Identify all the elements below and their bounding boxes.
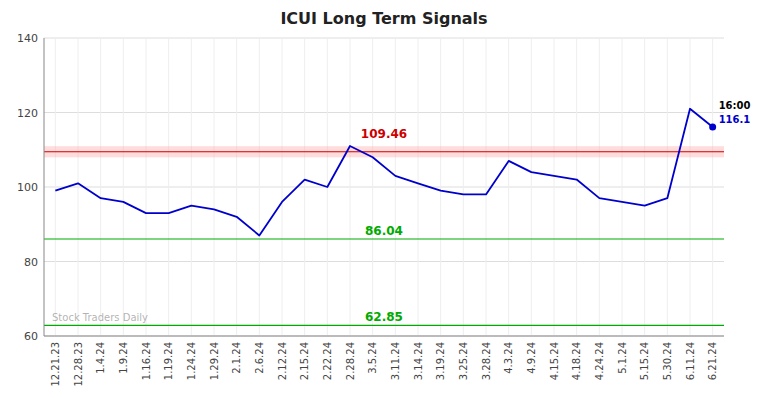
grid-line (667, 38, 668, 336)
last-point (709, 124, 716, 131)
y-tick-label: 80 (24, 256, 38, 269)
grid-line (55, 38, 56, 336)
x-axis (44, 336, 724, 337)
x-tick-label: 6.11.24 (685, 342, 696, 380)
x-tick-label: 5.15.24 (639, 342, 650, 380)
reference-label: 86.04 (365, 224, 403, 238)
x-tick-label: 3.28.24 (481, 342, 492, 380)
grid-line (531, 38, 532, 336)
watermark: Stock Traders Daily (52, 312, 148, 323)
x-tick-label: 4.24.24 (594, 342, 605, 380)
grid-line (712, 38, 713, 336)
grid-line (100, 38, 101, 336)
grid-line (418, 38, 419, 336)
grid-line (599, 38, 600, 336)
x-tick-label: 2.6.24 (254, 342, 265, 374)
x-tick-label: 4.15.24 (549, 342, 560, 380)
y-tick-label: 120 (17, 107, 38, 120)
grid-line (644, 38, 645, 336)
y-axis (44, 38, 45, 336)
x-tick-label: 1.4.24 (95, 342, 106, 374)
price-line (55, 109, 712, 236)
x-tick-label: 6.21.24 (707, 342, 718, 380)
x-tick-label: 5.1.24 (617, 342, 628, 374)
reference-band (44, 146, 724, 157)
grid-line (463, 38, 464, 336)
x-tick-label: 5.30.24 (662, 342, 673, 380)
x-tick-label: 2.15.24 (299, 342, 310, 380)
x-tick-label: 4.3.24 (503, 342, 514, 374)
x-tick-label: 4.9.24 (526, 342, 537, 374)
y-tick-label: 100 (17, 181, 38, 194)
data-label: 116.1 (719, 114, 751, 125)
grid-line (123, 38, 124, 336)
grid (44, 38, 724, 336)
grid-line (146, 38, 147, 336)
grid-line (395, 38, 396, 336)
reference-line (44, 151, 724, 152)
x-tick-label: 12.21.23 (50, 342, 61, 387)
reference-line (44, 325, 724, 326)
y-tick-label: 140 (17, 32, 38, 45)
grid-line (372, 38, 373, 336)
x-tick-label: 3.14.24 (413, 342, 424, 380)
grid-line (508, 38, 509, 336)
grid-line (622, 38, 623, 336)
x-tick-label: 3.5.24 (367, 342, 378, 374)
grid-line (440, 38, 441, 336)
grid-line (282, 38, 283, 336)
reference-line (44, 238, 724, 239)
grid-line (350, 38, 351, 336)
x-tick-label: 2.28.24 (345, 342, 356, 380)
x-tick-label: 1.24.24 (186, 342, 197, 380)
grid-line (191, 38, 192, 336)
chart-container: ICUI Long Term Signals 60 80 100 120 140 12.21… (0, 0, 784, 398)
x-tick-label: 12.28.23 (73, 342, 84, 387)
y-tick-label: 60 (24, 330, 38, 343)
reference-label: 109.46 (361, 127, 407, 141)
x-tick-label: 2.12.24 (277, 342, 288, 380)
x-tick-label: 2.22.24 (322, 342, 333, 380)
grid-line (259, 38, 260, 336)
x-tick-label: 4.18.24 (571, 342, 582, 380)
grid-line (236, 38, 237, 336)
grid-line (304, 38, 305, 336)
x-tick-label: 2.1.24 (231, 342, 242, 374)
grid-line (486, 38, 487, 336)
x-tick-label: 1.9.24 (118, 342, 129, 374)
plot-area (44, 109, 724, 326)
x-tick-label: 3.11.24 (390, 342, 401, 380)
annotation: 16:00 (719, 100, 751, 111)
x-tick-label: 3.19.24 (435, 342, 446, 380)
title: ICUI Long Term Signals (280, 9, 487, 28)
x-tick-label: 3.25.24 (458, 342, 469, 380)
x-tick-label: 1.19.24 (163, 342, 174, 380)
x-tick-label: 1.29.24 (209, 342, 220, 380)
reference-label: 62.85 (365, 310, 403, 324)
grid-line (690, 38, 691, 336)
grid-line (168, 38, 169, 336)
grid-line (44, 336, 724, 337)
grid-line (576, 38, 577, 336)
grid-line (214, 38, 215, 336)
x-tick-label: 1.16.24 (141, 342, 152, 380)
chart: ICUI Long Term Signals 60 80 100 120 140 12.21… (0, 0, 784, 398)
grid-line (554, 38, 555, 336)
grid-line (78, 38, 79, 336)
